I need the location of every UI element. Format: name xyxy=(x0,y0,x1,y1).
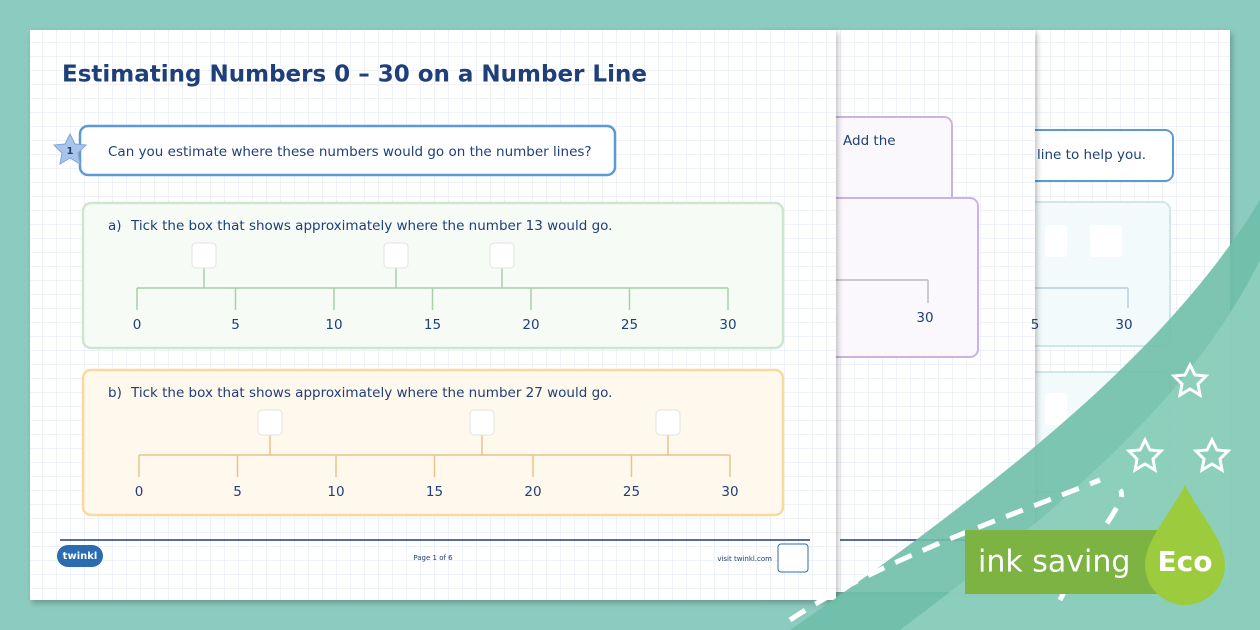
logo-pill xyxy=(57,545,103,567)
tick-label: 5 xyxy=(233,484,242,500)
tick-box xyxy=(191,242,217,269)
question-star xyxy=(52,132,88,165)
site: visit twinkl.com xyxy=(717,555,772,563)
tick-box xyxy=(257,409,283,436)
approved-badge xyxy=(777,543,809,573)
part-label: b) xyxy=(108,385,122,401)
part-text: Tick the box that shows approximately wh… xyxy=(130,218,612,234)
part-panel xyxy=(81,368,785,517)
part-text: Tick the box that shows approximately wh… xyxy=(130,385,612,401)
main-page: Estimating Numbers 0 – 30 on a Number Li… xyxy=(30,30,836,600)
part-panel xyxy=(81,201,785,350)
tick-label: 0 xyxy=(133,317,142,333)
question-text: Can you estimate where these numbers wou… xyxy=(108,144,592,160)
back-page-text: Add the xyxy=(843,133,896,149)
tick-label: 0 xyxy=(135,484,144,500)
tick-label: 15 xyxy=(426,484,443,500)
tick-label: 30 xyxy=(719,317,736,333)
tick-label: 25 xyxy=(621,317,638,333)
stars xyxy=(1125,361,1232,473)
back-tick-label: 5 xyxy=(1031,317,1040,333)
tick-label: 25 xyxy=(623,484,640,500)
tick-label: 5 xyxy=(231,317,240,333)
back-tick-label: 30 xyxy=(916,310,933,326)
tick-label: 30 xyxy=(721,484,738,500)
title: Estimating Numbers 0 – 30 on a Number Li… xyxy=(62,62,647,88)
tick-label: 10 xyxy=(327,484,344,500)
tick-label: 20 xyxy=(522,317,539,333)
logo: twinkl xyxy=(63,551,98,562)
tick-box xyxy=(469,409,495,436)
tick-box xyxy=(383,242,409,269)
tick-label: 15 xyxy=(424,317,441,333)
eco-text: Eco xyxy=(1158,545,1213,578)
eco-drop xyxy=(1145,485,1225,605)
tick-box xyxy=(655,409,681,436)
badge-text: ink saving xyxy=(978,545,1130,580)
part-label: a) xyxy=(108,218,122,234)
page-number: Page 1 of 6 xyxy=(413,554,453,562)
tick-box xyxy=(489,242,515,269)
question-number: 1 xyxy=(67,146,74,157)
back-page-text: line to help you. xyxy=(1037,147,1146,163)
tick-label: 20 xyxy=(524,484,541,500)
back-tick-label: 30 xyxy=(1115,317,1132,333)
tick-label: 10 xyxy=(325,317,342,333)
dashed-trail xyxy=(788,477,1124,623)
